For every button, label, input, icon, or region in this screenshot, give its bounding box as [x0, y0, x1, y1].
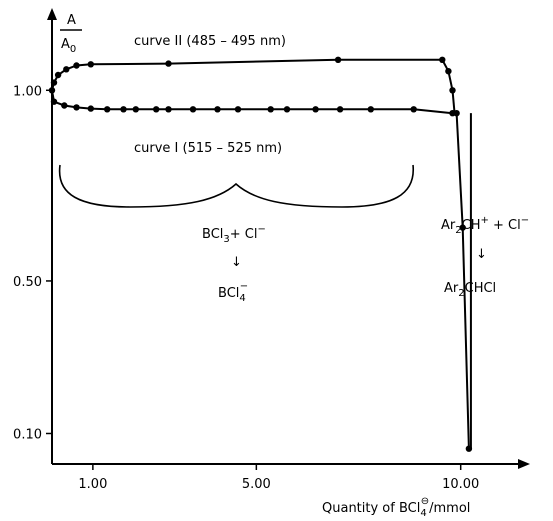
data-point	[120, 106, 127, 113]
data-point	[132, 106, 139, 113]
data-point	[367, 106, 374, 113]
data-point	[63, 66, 70, 73]
data-point	[336, 106, 344, 113]
right-arrow: ↓	[476, 247, 487, 262]
data-point	[165, 60, 172, 67]
x-tick-label: 1.00	[78, 477, 107, 492]
data-point	[87, 61, 95, 68]
data-point	[73, 62, 80, 69]
y-label-denominator-sub: 0	[70, 44, 76, 55]
bcl3-text: BCl	[202, 227, 223, 242]
data-point	[153, 106, 160, 113]
curve1-label: curve I (515 – 525 nm)	[134, 141, 282, 156]
series-line	[53, 100, 457, 115]
left-reaction: BCl3+ Cl− ↓ BCl4−	[202, 224, 266, 304]
y-axis-arrow	[47, 8, 57, 20]
x-axis-arrow	[518, 459, 530, 469]
series-line	[451, 90, 456, 114]
data-point	[214, 106, 221, 113]
data-point	[234, 106, 242, 113]
data-point	[267, 106, 274, 113]
y-axis-label: A A0	[60, 13, 82, 55]
svg-text:Ar2CHCl: Ar2CHCl	[444, 281, 496, 299]
left-arrow: ↓	[231, 255, 242, 270]
data-point	[459, 224, 466, 231]
y-tick-label: 0.10	[13, 427, 42, 442]
data-point	[104, 106, 111, 113]
data-point	[61, 102, 68, 109]
curve2-label: curve II (485 – 495 nm)	[134, 34, 286, 49]
data-point	[189, 106, 197, 113]
right-reaction: Ar2CH+ + Cl− ↓ Ar2CHCl	[441, 215, 529, 299]
data-point	[312, 106, 319, 113]
series-line	[51, 58, 454, 91]
data-point	[87, 105, 95, 112]
data-point	[410, 106, 417, 113]
data-point	[334, 56, 342, 63]
svg-text:A0: A0	[61, 37, 76, 55]
svg-text:Ar2CH+ + Cl−: Ar2CH+ + Cl−	[441, 215, 529, 236]
bcl4-text: BCl	[218, 286, 239, 301]
data-point	[73, 104, 80, 111]
svg-text:BCl4−: BCl4−	[218, 281, 248, 304]
x-tick-label: 5.00	[242, 477, 271, 492]
y-label-numerator: A	[67, 13, 76, 28]
region-brace	[58, 164, 414, 208]
y-label-denominator: A	[61, 37, 70, 52]
svg-text:BCl3+ Cl−: BCl3+ Cl−	[202, 224, 266, 245]
x-tick-label: 10.00	[442, 477, 479, 492]
y-tick-label: 1.00	[13, 84, 42, 99]
data-point	[165, 106, 172, 113]
axes	[47, 8, 530, 469]
curve-join-line	[51, 90, 55, 102]
data-point	[50, 79, 58, 86]
data-point	[439, 56, 446, 63]
ticks: 1.00 5.00 10.00 0.10 0.50 1.00	[13, 84, 479, 492]
y-tick-label: 0.50	[13, 275, 42, 290]
series	[48, 56, 473, 452]
data-point	[283, 106, 291, 113]
data-point	[445, 68, 452, 75]
data-point	[54, 71, 62, 79]
x-axis-label: Quantity of BCl4⊖/mmol	[322, 496, 470, 519]
